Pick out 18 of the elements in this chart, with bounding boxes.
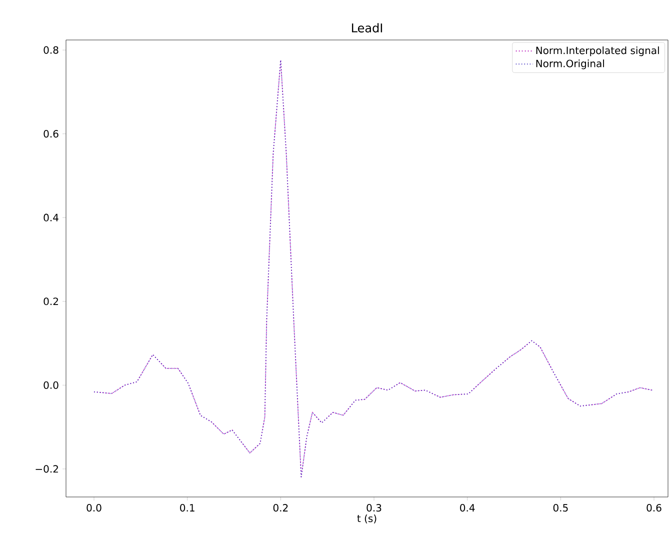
- y-tick-label: 0.6: [44, 130, 58, 138]
- x-tick-label: 0.3: [366, 504, 382, 512]
- x-tick-label: 0.2: [273, 504, 288, 512]
- legend-label: Norm.Interpolated signal: [536, 46, 659, 56]
- legend-label: Norm.Original: [536, 60, 604, 70]
- y-tick-label: 0.4: [44, 214, 58, 222]
- x-tick-label: 0.4: [460, 504, 475, 512]
- x-tick-label: 0.0: [86, 504, 102, 512]
- line-series: [94, 60, 653, 478]
- y-tick-label: 0.0: [44, 381, 58, 389]
- x-tick-label: 0.6: [646, 504, 662, 512]
- x-axis-title: t (s): [357, 514, 376, 524]
- y-tick-label: 0.2: [44, 298, 58, 306]
- x-tick-label: 0.5: [553, 504, 568, 512]
- y-tick-label: −0.2: [36, 465, 58, 473]
- chart-title: LeadI: [352, 23, 382, 32]
- x-tick-label: 0.1: [180, 504, 194, 512]
- y-tick-label: 0.8: [44, 46, 58, 54]
